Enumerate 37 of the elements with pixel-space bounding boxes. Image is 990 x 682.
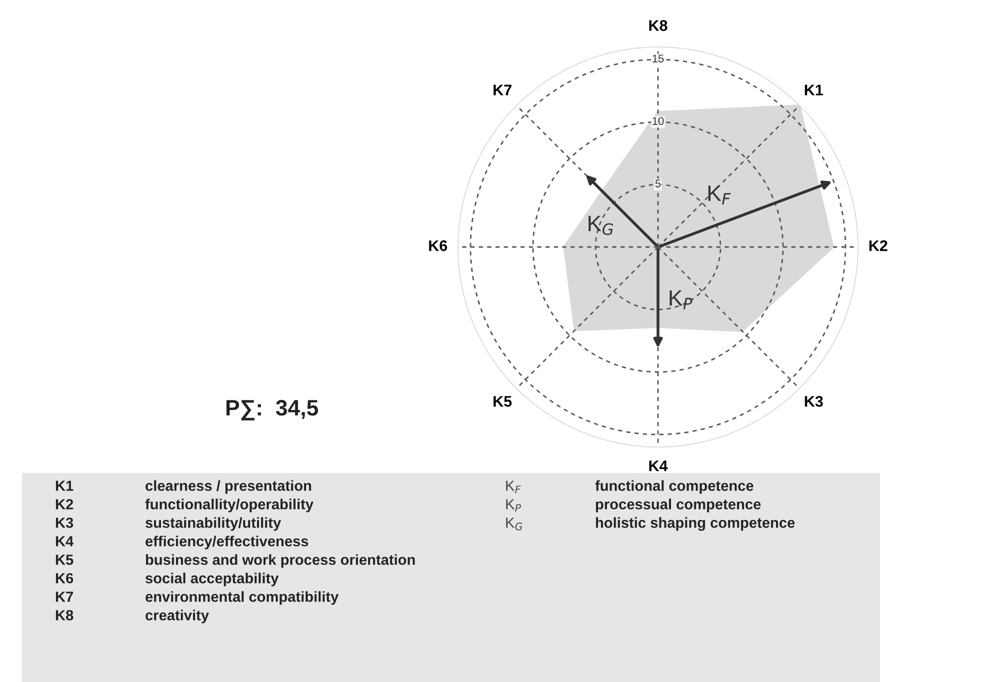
- text: K1: [56, 480, 74, 491]
- text: social acceptability: [146, 572, 279, 586]
- text: efficiency/effectiveness: [146, 536, 308, 550]
- text: K5: [56, 554, 74, 565]
- text: K$_{P}$: [506, 499, 522, 512]
- text: K$_{G}$: [588, 216, 614, 236]
- text: processual competence: [596, 498, 761, 512]
- text: K$_{F}$: [506, 480, 521, 494]
- spoke-label: K3: [804, 396, 823, 407]
- spoke-label: K6: [429, 240, 448, 252]
- spoke-label: K4: [649, 460, 668, 472]
- text: functionallity/operability: [145, 498, 314, 512]
- text: K3: [56, 518, 74, 528]
- y-tick-label: 15: [652, 54, 664, 62]
- text: holistic shaping competence: [596, 517, 795, 531]
- text: K$_{F}$: [708, 186, 731, 204]
- y-tick-label: 10: [652, 117, 664, 125]
- text: K2: [56, 499, 74, 510]
- spoke-label: K5: [494, 396, 512, 407]
- spoke-label: K2: [869, 240, 888, 251]
- text: sustainability/utility: [146, 517, 282, 531]
- text: creativity: [146, 610, 209, 624]
- spoke-label: K1: [804, 84, 823, 96]
- spoke-label: K8: [649, 20, 668, 31]
- text: environmental compatibility: [146, 591, 339, 605]
- spoke-label: K7: [494, 84, 512, 96]
- y-tick-label: 5: [655, 180, 661, 188]
- text: clearness / presentation: [146, 480, 312, 494]
- text: K4: [56, 536, 74, 546]
- text: K6: [56, 573, 74, 584]
- text: functional competence: [595, 480, 754, 494]
- text: K$_{P}$: [670, 290, 692, 310]
- text: K$_{G}$: [506, 518, 522, 530]
- text: business and work process orientation: [146, 554, 415, 568]
- text: P∑: 34,5: [226, 400, 318, 420]
- text: K7: [56, 592, 73, 602]
- text: K8: [56, 610, 74, 620]
